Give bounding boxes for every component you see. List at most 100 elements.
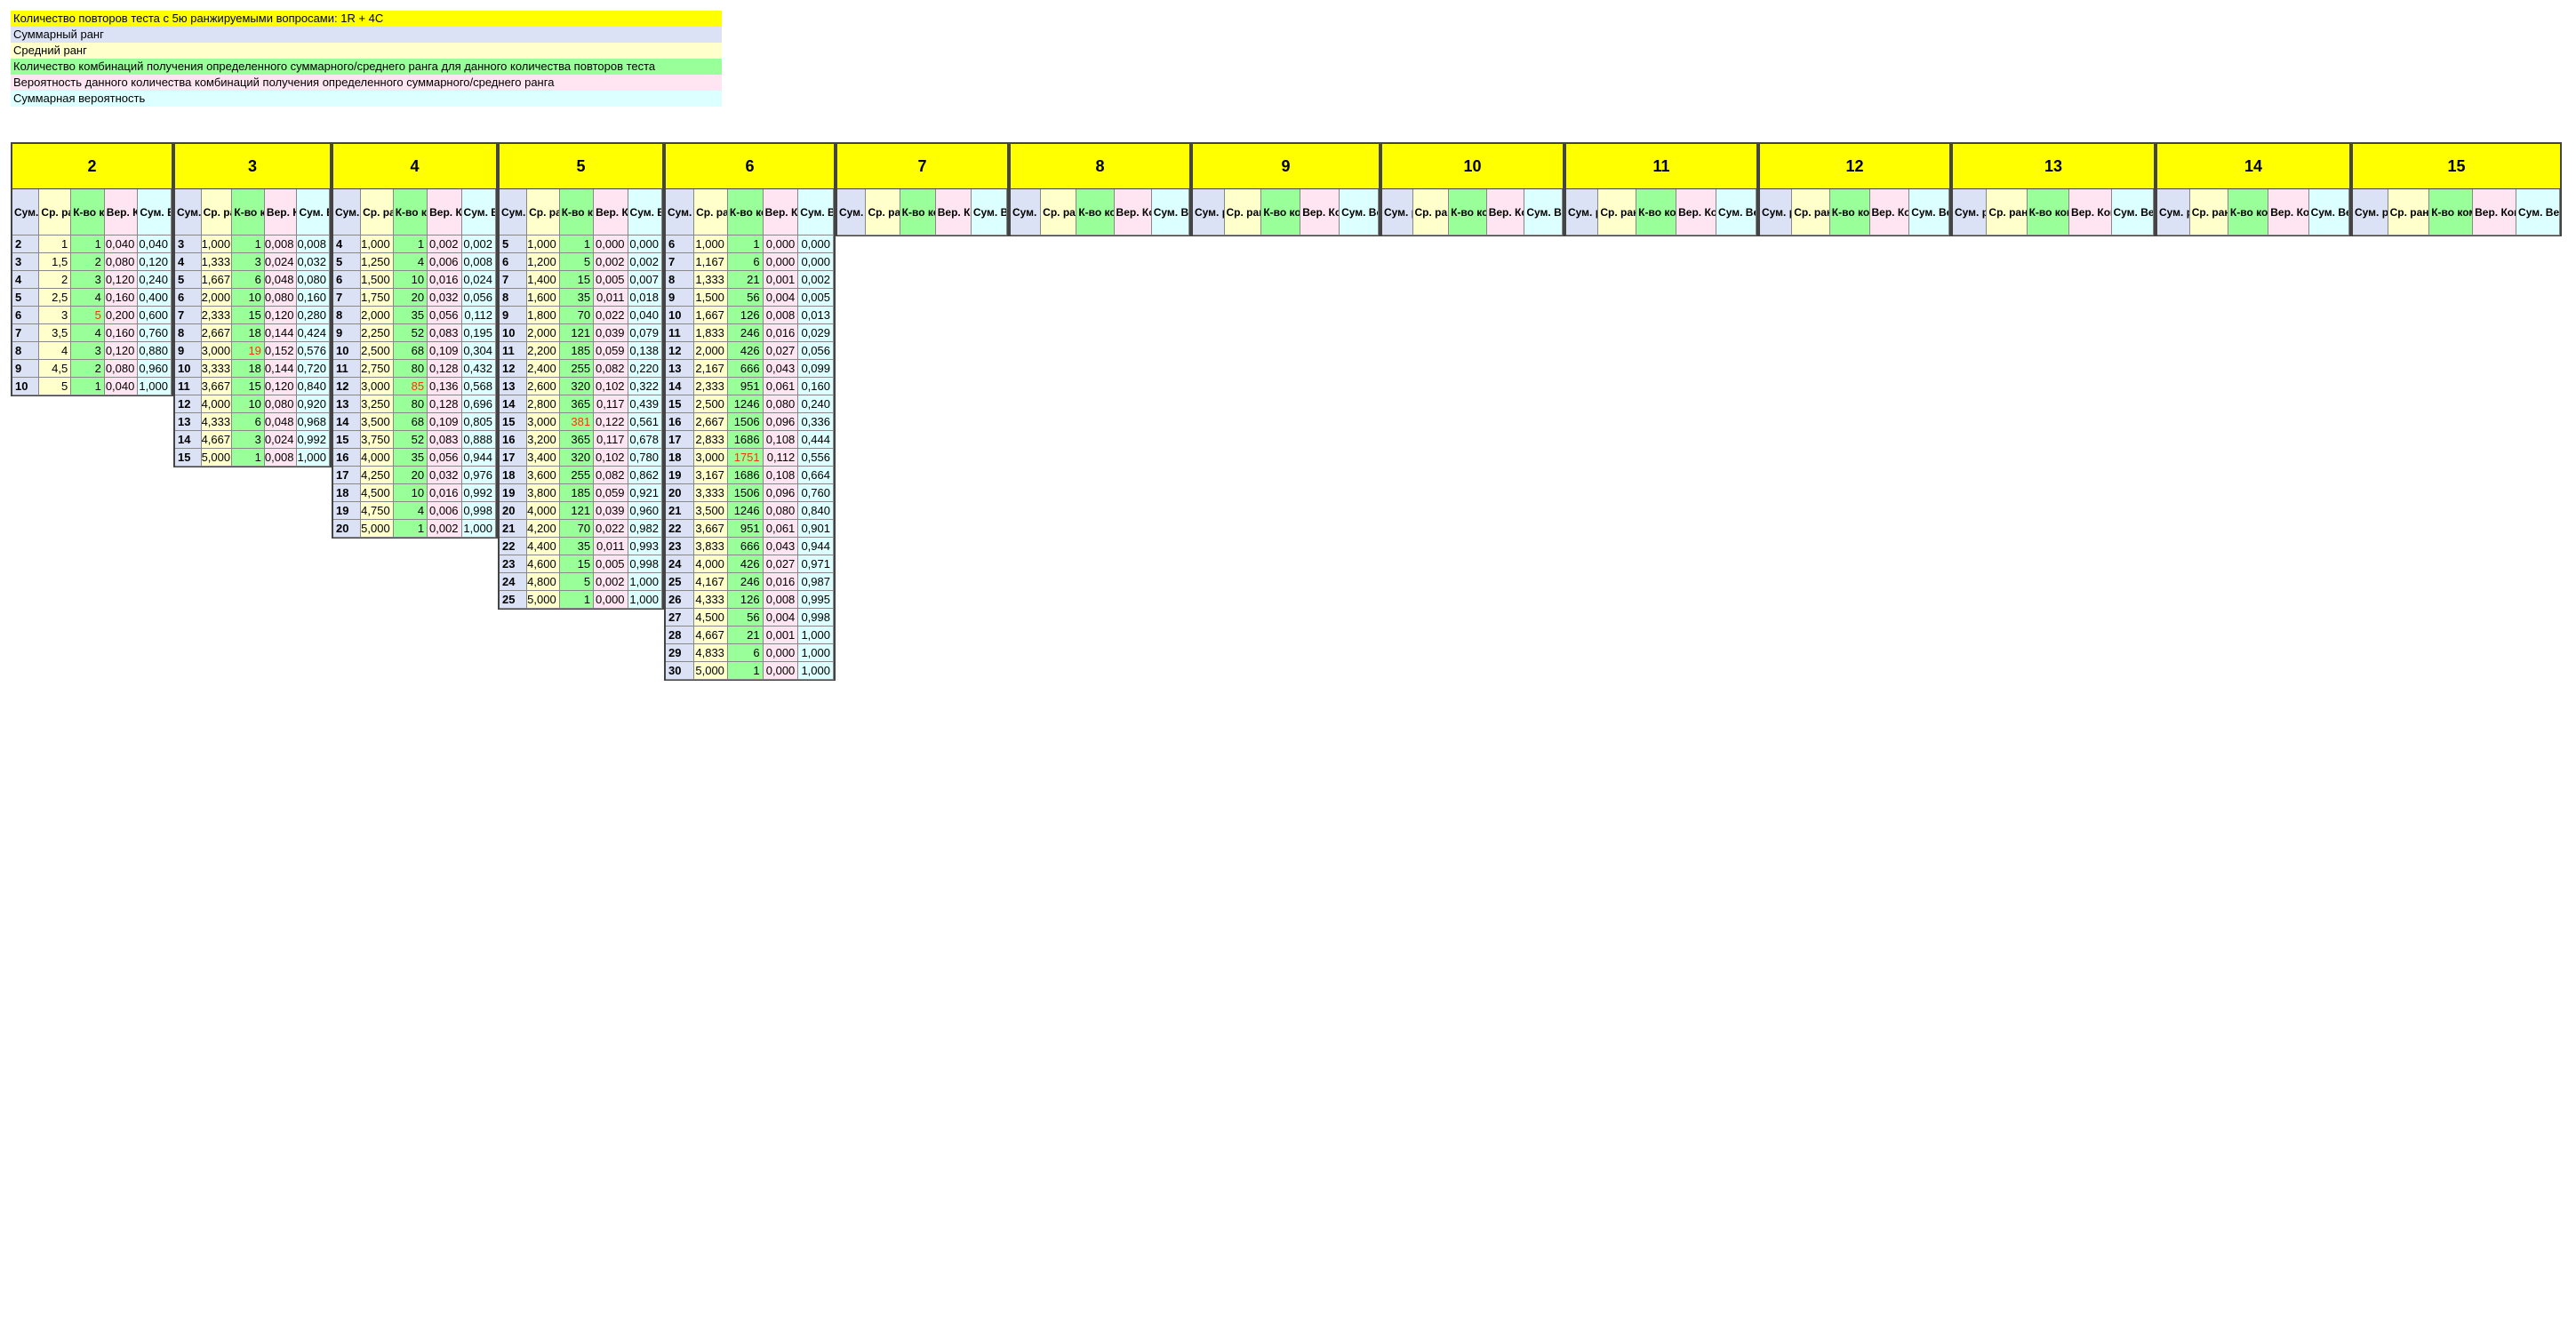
cell: 56	[727, 609, 764, 627]
cell: 15	[559, 555, 595, 573]
cell: 0,920	[297, 395, 330, 413]
cell: 0,998	[461, 502, 496, 520]
cell: 0,987	[798, 573, 834, 591]
table-row: 17 2,833 1686 0,108 0,444	[666, 431, 834, 449]
cell: 26	[666, 591, 695, 609]
cell: 2,500	[361, 342, 394, 360]
cell: 5	[175, 271, 202, 289]
table-row: 6 1,200 5 0,002 0,002	[500, 253, 662, 271]
column-header: Вер. Комб	[1114, 189, 1152, 235]
cell: 0,117	[594, 395, 628, 413]
cell: 0,032	[297, 253, 330, 271]
column-header: Сум. ранг	[1382, 189, 1413, 235]
column-header: Сум. Вер	[971, 189, 1007, 235]
column-header: Сум. ранг	[1953, 189, 1988, 235]
column-header: Сум. Вер	[461, 189, 496, 235]
cell: 13	[333, 395, 362, 413]
cell: 0,000	[798, 235, 834, 253]
table-row: 7 1,400 15 0,005 0,007	[500, 271, 662, 289]
cell: 0,000	[763, 235, 799, 253]
cell: 15	[232, 307, 265, 324]
cell: 0,556	[798, 449, 834, 467]
table-row: 6 2,000 10 0,080 0,160	[175, 289, 330, 307]
cell: 1,500	[694, 289, 728, 307]
cell: 3,800	[527, 484, 560, 502]
legend-item: Суммарный ранг	[11, 27, 722, 43]
cell: 5,000	[694, 662, 728, 680]
cell: 8	[500, 289, 528, 307]
column-header: Вер. Комб	[1676, 189, 1717, 235]
cell: 0,080	[104, 253, 139, 271]
cell: 5,000	[361, 520, 394, 538]
table-row: 17 3,400 320 0,102 0,780	[500, 449, 662, 467]
column-header: К-во комб	[1449, 189, 1487, 235]
cell: 2,000	[694, 342, 728, 360]
cell: 15	[175, 449, 202, 467]
cell: 0,099	[798, 360, 834, 378]
cell: 0,901	[798, 520, 834, 538]
cell: 0,152	[264, 342, 298, 360]
table-row: 10 2,000 121 0,039 0,079	[500, 324, 662, 342]
cell: 4,200	[527, 520, 560, 538]
table-row: 8 2,667 18 0,144 0,424	[175, 324, 330, 342]
column-header: К-во комб	[71, 189, 105, 235]
cell: 0,040	[628, 307, 662, 324]
cell: 0,944	[461, 449, 496, 467]
cell: 3	[12, 253, 40, 271]
table-row: 18 4,500 10 0,016 0,992	[333, 484, 496, 502]
table-row: 9 3,000 19 0,152 0,576	[175, 342, 330, 360]
cell: 1,750	[361, 289, 394, 307]
table-row: 13 2,167 666 0,043 0,099	[666, 360, 834, 378]
cell: 0,561	[628, 413, 662, 431]
cell: 5	[71, 307, 105, 324]
cell: 0,022	[594, 307, 628, 324]
cell: 24	[500, 573, 528, 591]
cell: 365	[559, 395, 595, 413]
column-header: Сум. Вер	[1151, 189, 1189, 235]
block-header: 4	[333, 144, 496, 189]
cell: 0,944	[798, 538, 834, 555]
cell: 3,500	[694, 502, 728, 520]
cell: 0,040	[104, 378, 139, 395]
cell: 0,400	[138, 289, 172, 307]
column-header: К-во комб	[1636, 189, 1677, 235]
cell: 1	[559, 591, 595, 609]
table-row: 21 4,200 70 0,022 0,982	[500, 520, 662, 538]
cell: 6	[500, 253, 528, 271]
table-row: 9 4,5 2 0,080 0,960	[12, 360, 172, 378]
cell: 21	[727, 271, 764, 289]
cell: 2,600	[527, 378, 560, 395]
cell: 0,998	[628, 555, 662, 573]
cell: 0,568	[461, 378, 496, 395]
cell: 0,971	[798, 555, 834, 573]
cell: 12	[175, 395, 202, 413]
cell: 0,082	[594, 360, 628, 378]
cell: 12	[500, 360, 528, 378]
cell: 35	[559, 289, 595, 307]
cell: 951	[727, 378, 764, 395]
cell: 0,002	[428, 520, 462, 538]
cell: 2,250	[361, 324, 394, 342]
table-row: 13 4,333 6 0,048 0,968	[175, 413, 330, 431]
column-header: Сум. Вер	[628, 189, 662, 235]
cell: 10	[12, 378, 40, 395]
cell: 0,336	[798, 413, 834, 431]
cell: 0,880	[138, 342, 172, 360]
cell: 0,018	[628, 289, 662, 307]
cell: 0,002	[594, 253, 628, 271]
cell: 0,128	[428, 360, 462, 378]
cell: 18	[232, 360, 265, 378]
cell: 0,995	[798, 591, 834, 609]
cell: 20	[393, 467, 428, 484]
column-header: Сум. ранг	[500, 189, 528, 235]
cell: 8	[175, 324, 202, 342]
cell: 4,667	[201, 431, 233, 449]
cell: 21	[666, 502, 695, 520]
block-header: 15	[2353, 144, 2560, 189]
cell: 1506	[727, 484, 764, 502]
cell: 0,993	[628, 538, 662, 555]
